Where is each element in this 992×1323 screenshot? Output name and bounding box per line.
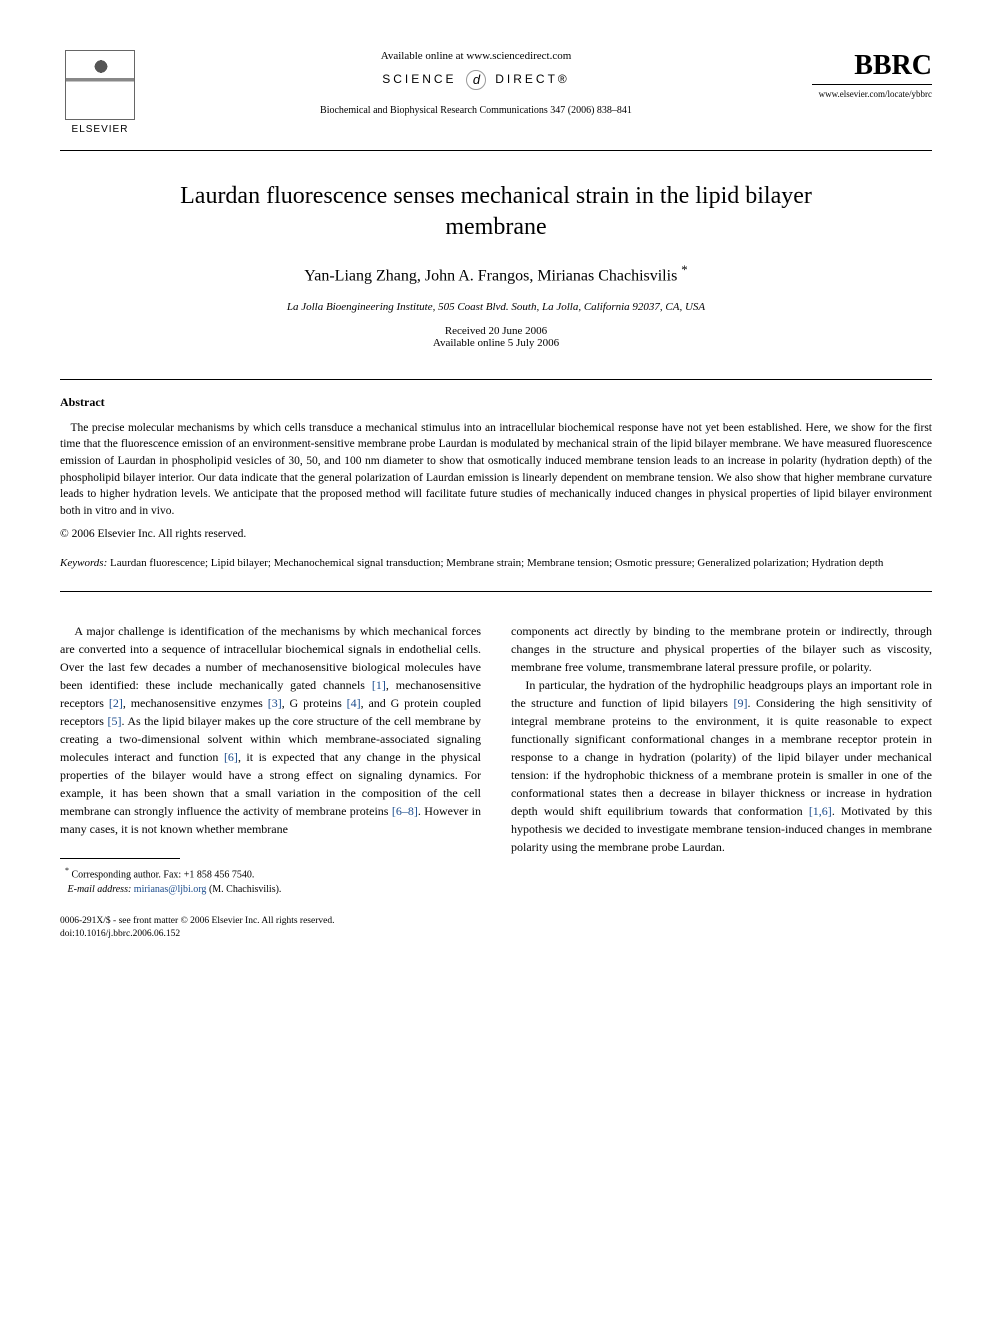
- affiliation: La Jolla Bioengineering Institute, 505 C…: [60, 301, 932, 313]
- email-label: E-mail address:: [68, 884, 134, 895]
- keywords-text: Laurdan fluorescence; Lipid bilayer; Mec…: [110, 557, 883, 569]
- authors-names: Yan-Liang Zhang, John A. Frangos, Mirian…: [304, 268, 681, 285]
- bbrc-text: BBRC: [812, 50, 932, 85]
- body-paragraph-1: A major challenge is identification of t…: [60, 622, 481, 838]
- footnote-separator: [60, 858, 180, 859]
- abstract-bottom-divider: [60, 591, 932, 592]
- bbrc-logo: BBRC www.elsevier.com/locate/ybbrc: [812, 50, 932, 99]
- authors: Yan-Liang Zhang, John A. Frangos, Mirian…: [60, 263, 932, 285]
- doi-block: 0006-291X/$ - see front matter © 2006 El…: [60, 915, 481, 942]
- footnote-corresponding-text: Corresponding author. Fax: +1 858 456 75…: [72, 870, 255, 881]
- ref-link-6[interactable]: [6]: [224, 750, 238, 764]
- doi-line: doi:10.1016/j.bbrc.2006.06.152: [60, 928, 481, 941]
- ref-link-6-8[interactable]: [6–8]: [392, 804, 418, 818]
- ref-link-5[interactable]: [5]: [108, 714, 122, 728]
- journal-url: www.elsevier.com/locate/ybbrc: [812, 89, 932, 99]
- article-dates: Received 20 June 2006 Available online 5…: [60, 325, 932, 349]
- abstract-top-divider: [60, 379, 932, 380]
- header-divider: [60, 150, 932, 151]
- elsevier-text: ELSEVIER: [72, 124, 129, 135]
- received-date: Received 20 June 2006: [60, 325, 932, 337]
- body-text: , mechanosensitive enzymes: [123, 696, 268, 710]
- ref-link-3[interactable]: [3]: [268, 696, 282, 710]
- article-title: Laurdan fluorescence senses mechanical s…: [140, 181, 852, 243]
- available-online-text: Available online at www.sciencedirect.co…: [160, 50, 792, 62]
- elsevier-logo: ELSEVIER: [60, 50, 140, 140]
- abstract-copyright: © 2006 Elsevier Inc. All rights reserved…: [60, 528, 932, 540]
- email-suffix: (M. Chachisvilis).: [206, 884, 281, 895]
- body-paragraph-1-cont: components act directly by binding to th…: [511, 622, 932, 676]
- keywords-label: Keywords:: [60, 557, 110, 569]
- body-columns: A major challenge is identification of t…: [60, 622, 932, 941]
- front-matter-line: 0006-291X/$ - see front matter © 2006 El…: [60, 915, 481, 928]
- available-online-date: Available online 5 July 2006: [60, 337, 932, 349]
- ref-link-1[interactable]: [1]: [372, 678, 386, 692]
- header-center: Available online at www.sciencedirect.co…: [140, 50, 812, 116]
- journal-reference: Biochemical and Biophysical Research Com…: [160, 105, 792, 116]
- corresponding-author-footnote: * Corresponding author. Fax: +1 858 456 …: [60, 865, 481, 882]
- body-text: , G proteins: [282, 696, 347, 710]
- column-right: components act directly by binding to th…: [511, 622, 932, 941]
- elsevier-tree-icon: [65, 50, 135, 120]
- abstract-body: The precise molecular mechanisms by whic…: [60, 422, 932, 517]
- abstract-heading: Abstract: [60, 395, 932, 410]
- science-direct-circle-icon: [466, 70, 486, 90]
- abstract-text: The precise molecular mechanisms by whic…: [60, 420, 932, 520]
- footnote-star: *: [65, 866, 69, 875]
- header-row: ELSEVIER Available online at www.science…: [60, 50, 932, 140]
- science-direct-logo: SCIENCE DIRECT®: [160, 70, 792, 90]
- email-link[interactable]: mirianas@ljbi.org: [134, 884, 207, 895]
- keywords: Keywords: Laurdan fluorescence; Lipid bi…: [60, 555, 932, 572]
- body-text: . Considering the high sensitivity of in…: [511, 696, 932, 818]
- footnote-block: * Corresponding author. Fax: +1 858 456 …: [60, 865, 481, 896]
- ref-link-1-6[interactable]: [1,6]: [809, 804, 832, 818]
- body-paragraph-2: In particular, the hydration of the hydr…: [511, 676, 932, 856]
- science-direct-word2: DIRECT®: [495, 72, 570, 86]
- ref-link-4[interactable]: [4]: [347, 696, 361, 710]
- email-footnote: E-mail address: mirianas@ljbi.org (M. Ch…: [60, 883, 481, 897]
- column-left: A major challenge is identification of t…: [60, 622, 481, 941]
- corresponding-star: *: [681, 263, 687, 277]
- ref-link-9[interactable]: [9]: [733, 696, 747, 710]
- science-direct-word1: SCIENCE: [382, 72, 456, 86]
- ref-link-2[interactable]: [2]: [109, 696, 123, 710]
